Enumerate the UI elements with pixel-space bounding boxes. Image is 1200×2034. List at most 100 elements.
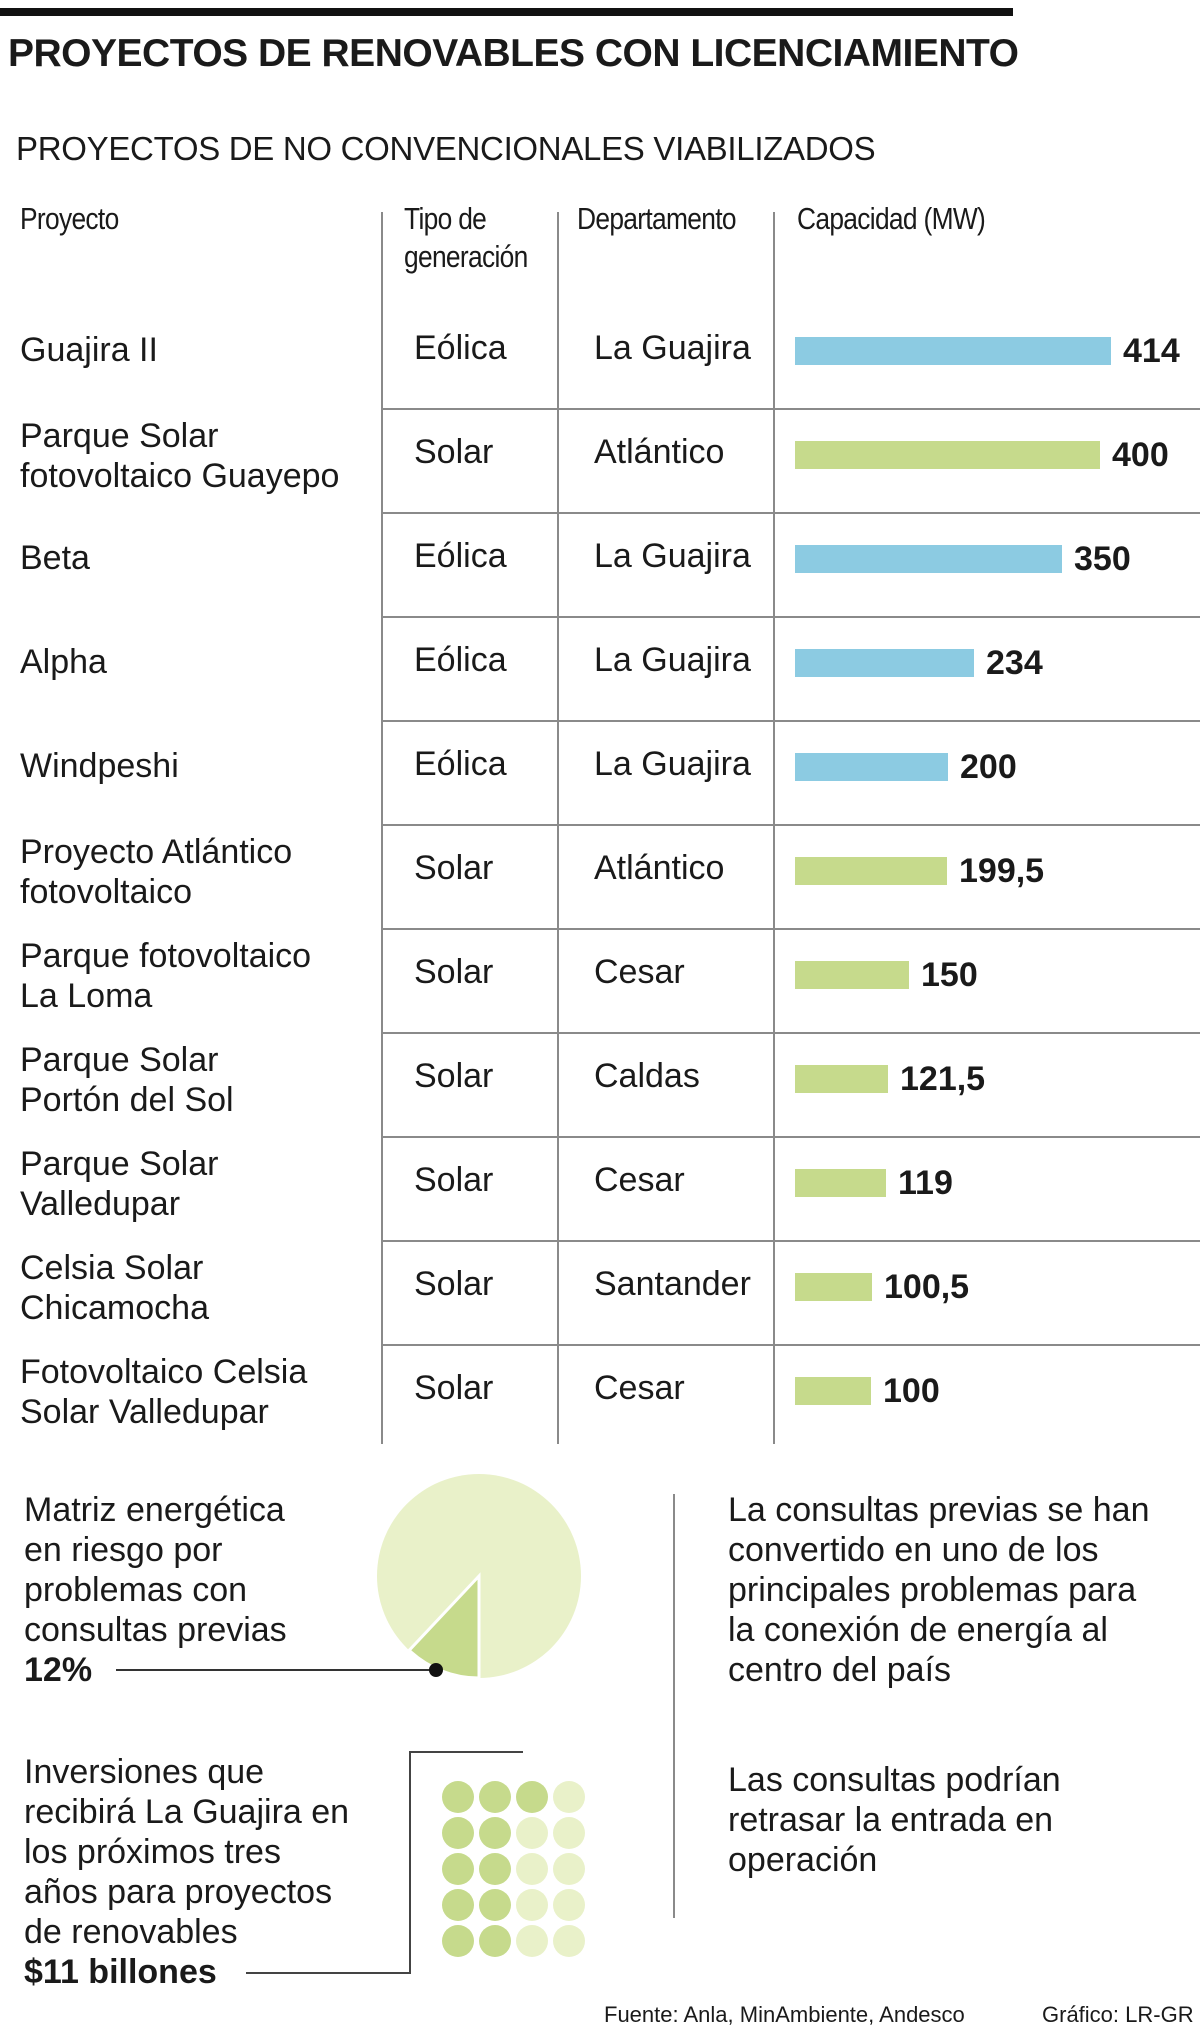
- capacity-bar: [795, 441, 1100, 469]
- right-note-line: operación: [728, 1841, 878, 1879]
- invest-caption-line: de renovables: [24, 1913, 238, 1951]
- capacity-bar: [795, 961, 909, 989]
- investment-dot: [442, 1925, 474, 1957]
- department: La Guajira: [594, 329, 751, 367]
- investment-dot: [516, 1925, 548, 1957]
- pie-chart: [116, 1474, 581, 1680]
- project-name-line: Parque Solar: [20, 1145, 219, 1183]
- right-note-2: Las consultas podrían retrasar la entrad…: [728, 1760, 1061, 1880]
- pie-caption-line: Matriz energética: [24, 1491, 285, 1529]
- right-note-line: retrasar la entrada en: [728, 1801, 1054, 1839]
- project-name-line: Fotovoltaico Celsia: [20, 1353, 308, 1391]
- table-row: Beta Eólica La Guajira 350: [0, 512, 1200, 616]
- investment-dot: [553, 1925, 585, 1957]
- credit-note: Gráfico: LR-GR: [1042, 2002, 1194, 2027]
- project-name: Proyecto Atlántico fotovoltaico: [20, 832, 375, 912]
- investment-dot: [442, 1781, 474, 1813]
- generation-type: Eólica: [414, 329, 507, 367]
- department: Atlántico: [594, 433, 725, 471]
- table-row: Parque fotovoltaico La Loma Solar Cesar 150: [0, 928, 1200, 1032]
- capacity-bar: [795, 649, 974, 677]
- project-name-line: Beta: [20, 539, 90, 577]
- table-row: Celsia Solar Chicamocha Solar Santander 100,…: [0, 1240, 1200, 1344]
- column-divider: [381, 212, 383, 1444]
- department: Cesar: [594, 1161, 685, 1199]
- department: Atlántico: [594, 849, 725, 887]
- capacity-bar: [795, 1273, 872, 1301]
- row-divider: [382, 1344, 1200, 1346]
- investment-dot: [442, 1817, 474, 1849]
- capacity-value: 199,5: [959, 852, 1045, 890]
- capacity-value: 121,5: [900, 1060, 986, 1098]
- capacity-value: 100,5: [884, 1268, 970, 1306]
- project-name: Parque Solar fotovoltaico Guayepo: [20, 416, 375, 496]
- project-name: Parque Solar Portón del Sol: [20, 1040, 375, 1120]
- capacity-value: 400: [1112, 436, 1169, 474]
- generation-type: Eólica: [414, 641, 507, 679]
- source-note: Fuente: Anla, MinAmbiente, Andesco: [604, 2002, 965, 2027]
- header-departamento: Departamento: [577, 201, 737, 236]
- capacity-value: 119: [898, 1164, 953, 1202]
- project-name: Alpha: [20, 642, 375, 682]
- row-divider: [382, 1136, 1200, 1138]
- right-note-line: la conexión de energía al: [728, 1611, 1108, 1649]
- dot-grid-dots: [442, 1781, 585, 1957]
- investment-dot: [553, 1781, 585, 1813]
- invest-caption-line: años para proyectos: [24, 1873, 333, 1911]
- dot-grid-bracket: [246, 1751, 523, 1974]
- generation-type: Solar: [414, 849, 494, 887]
- pie-caption: Matriz energética en riesgo por problema…: [24, 1490, 287, 1690]
- department: Caldas: [594, 1057, 700, 1095]
- pie-value: 12%: [24, 1651, 93, 1689]
- table-row: Guajira II Eólica La Guajira 414: [0, 304, 1200, 408]
- capacity-bar: [795, 337, 1111, 365]
- project-name-line: Proyecto Atlántico: [20, 833, 293, 871]
- generation-type: Eólica: [414, 745, 507, 783]
- right-note-line: convertido en uno de los: [728, 1531, 1099, 1569]
- capacity-bar: [795, 1065, 888, 1093]
- header-capacidad: Capacidad (MW): [797, 201, 986, 236]
- capacity-bar: [795, 753, 948, 781]
- project-name-line: fotovoltaico Guayepo: [20, 457, 340, 495]
- project-name-line: Parque Solar: [20, 1041, 219, 1079]
- header-proyecto: Proyecto: [20, 201, 119, 236]
- investment-dot: [516, 1781, 548, 1813]
- top-rule: [0, 8, 1013, 16]
- generation-type: Solar: [414, 1161, 494, 1199]
- capacity-bar: [795, 1169, 886, 1197]
- project-name: Parque Solar Valledupar: [20, 1144, 375, 1224]
- table-row: Parque Solar fotovoltaico Guayepo Solar Atl…: [0, 408, 1200, 512]
- investment-dot: [516, 1889, 548, 1921]
- project-name-line: Alpha: [20, 643, 107, 681]
- header-tipo: Tipo de generación: [404, 200, 528, 276]
- department: La Guajira: [594, 745, 751, 783]
- row-divider: [382, 616, 1200, 618]
- capacity-bar: [795, 857, 947, 885]
- pie-leader-dot: [429, 1663, 443, 1677]
- department: Cesar: [594, 1369, 685, 1407]
- capacity-value: 200: [960, 748, 1017, 786]
- investment-dot: [479, 1817, 511, 1849]
- generation-type: Solar: [414, 1057, 494, 1095]
- project-name: Fotovoltaico Celsia Solar Valledupar: [20, 1352, 375, 1432]
- pie-caption-line: problemas con: [24, 1571, 248, 1609]
- investment-dot: [479, 1853, 511, 1885]
- column-divider: [557, 212, 559, 1444]
- investment-dot: [479, 1889, 511, 1921]
- capacity-bar: [795, 545, 1062, 573]
- project-name-line: Solar Valledupar: [20, 1393, 269, 1431]
- table-row: Parque Solar Portón del Sol Solar Caldas 121…: [0, 1032, 1200, 1136]
- invest-caption: Inversiones que recibirá La Guajira en l…: [24, 1752, 349, 1992]
- project-name-line: Windpeshi: [20, 747, 179, 785]
- project-name-line: Parque Solar: [20, 417, 219, 455]
- table-row: Fotovoltaico Celsia Solar Valledupar Solar…: [0, 1344, 1200, 1448]
- department: Cesar: [594, 953, 685, 991]
- column-divider: [773, 212, 775, 1444]
- generation-type: Solar: [414, 1369, 494, 1407]
- investment-dot: [479, 1925, 511, 1957]
- capacity-value: 100: [883, 1372, 940, 1410]
- table-row: Proyecto Atlántico fotovoltaico Solar Atlán…: [0, 824, 1200, 928]
- invest-caption-line: los próximos tres: [24, 1833, 281, 1871]
- table-row: Alpha Eólica La Guajira 234: [0, 616, 1200, 720]
- project-name: Celsia Solar Chicamocha: [20, 1248, 375, 1328]
